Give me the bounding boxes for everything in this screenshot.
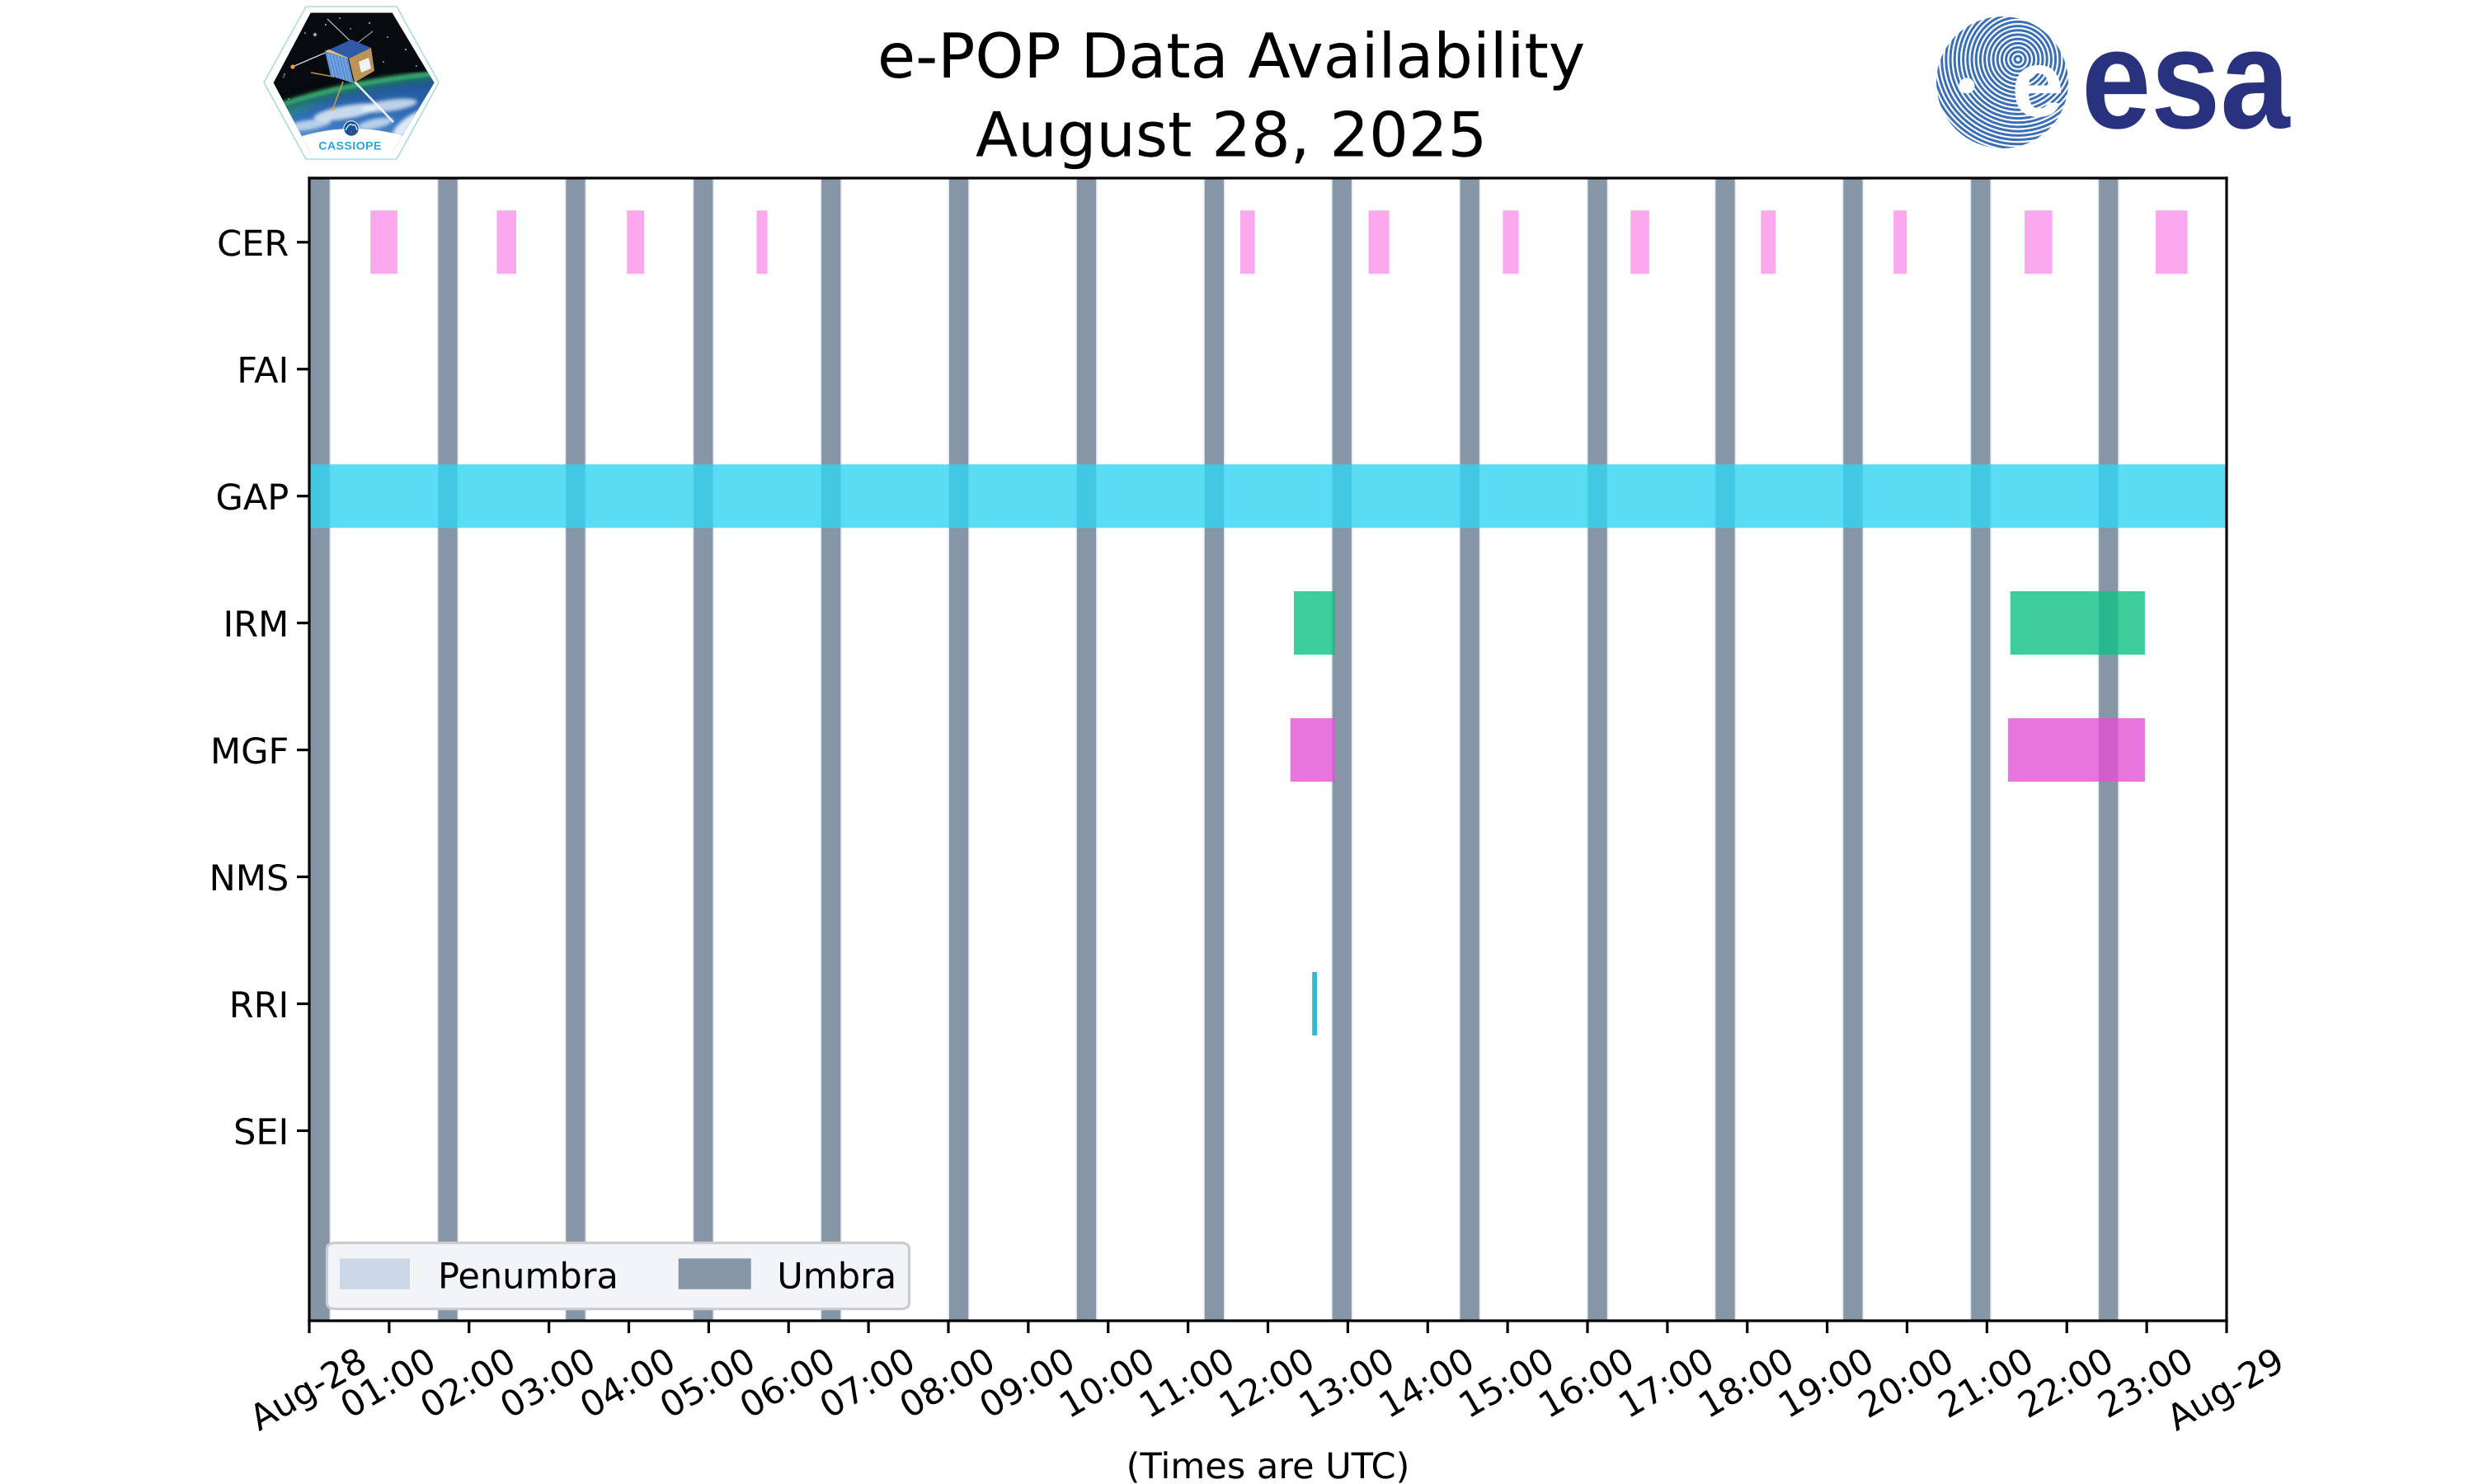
svg-text:esa: esa xyxy=(2081,0,2291,158)
svg-text:e: e xyxy=(2011,31,2064,137)
svg-text:CASSIOPE: CASSIOPE xyxy=(318,140,382,153)
